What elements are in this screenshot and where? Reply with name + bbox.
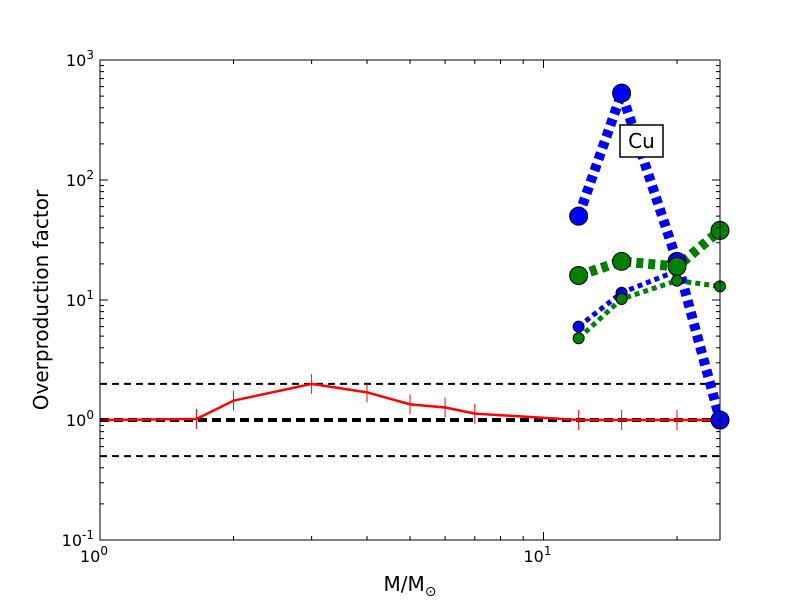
y-axis-title: Overproduction factor (29, 189, 53, 410)
y-tick-label: 100 (66, 408, 94, 430)
x-axis-title-sub: ⊙ (425, 584, 437, 600)
y-tick-label: 102 (66, 168, 94, 190)
y-tick-label: 101 (66, 288, 94, 310)
annotation-box: Cu (619, 124, 664, 158)
series-1-point (612, 83, 632, 103)
series-4-point (572, 332, 585, 345)
series-0-line (100, 382, 720, 422)
x-axis-title: M/M⊙ (384, 572, 437, 600)
reference-lines (100, 382, 720, 458)
series-4-point (671, 274, 684, 287)
series-3-point (569, 266, 589, 286)
series-2-point (572, 320, 585, 333)
series-1-point (569, 206, 589, 226)
x-axis-title-main: M/M (384, 572, 425, 596)
series-3-point (667, 257, 687, 277)
x-tick-label: 100 (80, 544, 108, 566)
annotation-label: Cu (628, 129, 655, 153)
y-tick-label: 103 (66, 48, 94, 70)
series-3-point (612, 251, 632, 271)
series-4-point (615, 292, 628, 305)
y-tick-label: 10-1 (62, 528, 94, 550)
series-4-line (576, 278, 720, 341)
series-1-line (573, 77, 720, 422)
series-3-line (577, 226, 720, 281)
x-tick-label: 101 (524, 544, 552, 566)
